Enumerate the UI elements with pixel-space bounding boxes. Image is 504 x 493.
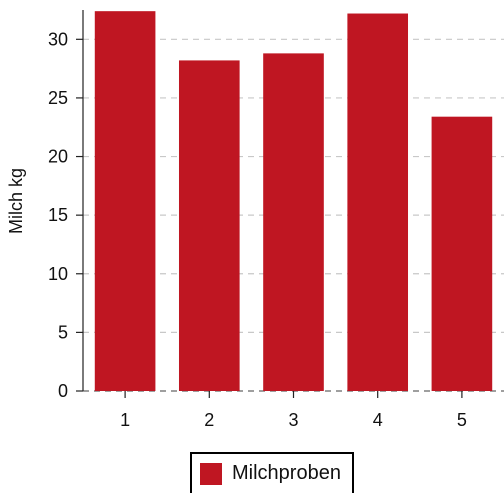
bar bbox=[263, 53, 324, 391]
y-tick-label: 25 bbox=[48, 88, 68, 108]
x-tick-label: 3 bbox=[288, 410, 298, 430]
y-tick-label: 15 bbox=[48, 205, 68, 225]
y-tick-label: 10 bbox=[48, 264, 68, 284]
bar bbox=[431, 116, 493, 392]
bar bbox=[347, 13, 409, 391]
legend: Milchproben bbox=[190, 452, 354, 493]
bars bbox=[94, 11, 493, 392]
y-axis-title: Milch kg bbox=[6, 168, 26, 234]
bar bbox=[94, 11, 156, 392]
y-tick-label: 20 bbox=[48, 147, 68, 167]
x-tick-label: 1 bbox=[120, 410, 130, 430]
legend-label: Milchproben bbox=[232, 462, 341, 484]
legend-swatch bbox=[200, 462, 222, 485]
axes bbox=[76, 10, 463, 398]
y-tick-label: 0 bbox=[58, 381, 68, 401]
bar bbox=[178, 60, 240, 391]
x-tick-label: 2 bbox=[204, 410, 214, 430]
y-tick-label: 30 bbox=[48, 29, 68, 49]
x-tick-label: 5 bbox=[457, 410, 467, 430]
x-tick-label: 4 bbox=[373, 410, 383, 430]
y-tick-label: 5 bbox=[58, 322, 68, 342]
tick-labels: 0 5 10 15 20 25 30 1 2 3 4 5 bbox=[48, 29, 467, 430]
